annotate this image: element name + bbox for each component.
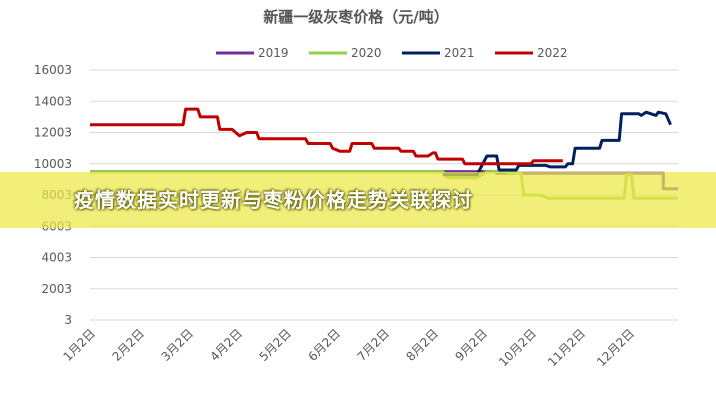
- y-tick-label: 3: [64, 313, 72, 327]
- y-tick-label: 4003: [41, 251, 72, 265]
- x-tick-label: 5月2日: [256, 326, 294, 364]
- series-line-2021: [442, 110, 672, 177]
- legend-label-2019: 2019: [258, 46, 289, 60]
- x-tick-label: 11月2日: [545, 326, 588, 369]
- x-tick-label: 9月2日: [452, 326, 490, 364]
- x-tick-label: 1月2日: [60, 326, 98, 364]
- y-tick-label: 10003: [34, 157, 72, 171]
- x-tick-label: 7月2日: [354, 326, 392, 364]
- y-tick-label: 14003: [34, 94, 72, 108]
- x-tick-label: 8月2日: [403, 326, 441, 364]
- chart-legend: 2019 2020 2021 2022: [216, 46, 568, 60]
- chart-title: 新疆一级灰枣价格（元/吨）: [263, 8, 448, 26]
- x-tick-label: 4月2日: [207, 326, 245, 364]
- banner-headline[interactable]: 疫情数据实时更新与枣粉价格走势关联探讨: [74, 188, 473, 212]
- series-line-2022: [90, 107, 563, 166]
- y-tick-label: 16003: [34, 63, 72, 77]
- legend-label-2022: 2022: [537, 46, 568, 60]
- y-tick-label: 2003: [41, 282, 72, 296]
- y-tick-label: 12003: [34, 126, 72, 140]
- x-axis: 1月2日 2月2日 3月2日 4月2日 5月2日 6月2日 7月2日 8月2日 9月2日 10月2…: [60, 326, 637, 369]
- x-tick-label: 12月2日: [594, 326, 637, 369]
- legend-label-2020: 2020: [351, 46, 382, 60]
- legend-label-2021: 2021: [444, 46, 475, 60]
- x-tick-label: 6月2日: [305, 326, 343, 364]
- banner-overlay: [0, 172, 716, 228]
- x-tick-label: 3月2日: [158, 326, 196, 364]
- x-tick-label: 2月2日: [109, 326, 147, 364]
- x-tick-label: 10月2日: [496, 326, 539, 369]
